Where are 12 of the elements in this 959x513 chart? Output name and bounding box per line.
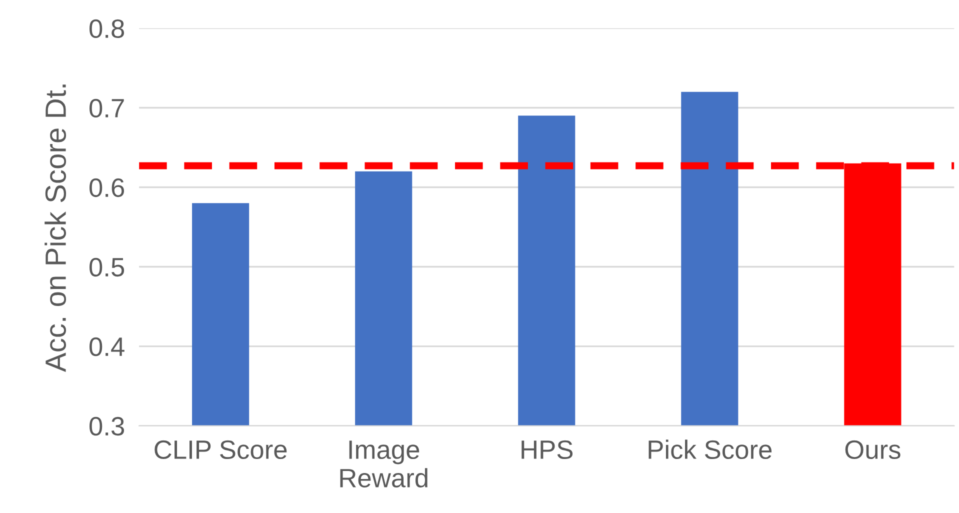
y-tick-label: 0.3 bbox=[90, 416, 124, 436]
y-axis-title: Acc. on Pick Score Dt. bbox=[44, 84, 66, 372]
y-tick-label: 0.8 bbox=[90, 19, 124, 38]
x-tick-label: HPS bbox=[522, 440, 573, 460]
x-tick-label: Ours bbox=[845, 440, 900, 460]
y-tick-label: 0.6 bbox=[90, 178, 124, 198]
x-tick-label: Image Reward bbox=[340, 440, 428, 488]
y-tick-label: 0.4 bbox=[90, 337, 124, 356]
x-tick-label: Pick Score bbox=[648, 440, 772, 460]
y-tick-label: 0.7 bbox=[90, 98, 124, 118]
y-tick-label: 0.5 bbox=[90, 258, 124, 277]
x-tick-label: CLIP Score bbox=[154, 440, 287, 460]
